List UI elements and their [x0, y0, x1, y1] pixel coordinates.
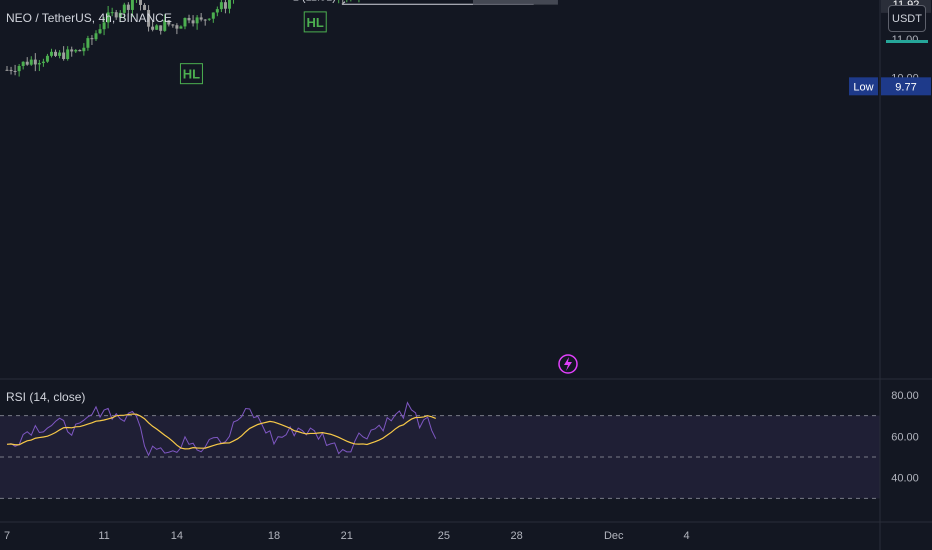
candle-body — [118, 12, 122, 18]
candle-body — [86, 38, 90, 48]
candle-body — [126, 4, 130, 10]
candle-body — [183, 18, 187, 27]
time-tick-label: 7 — [4, 530, 10, 542]
candle-body — [33, 59, 37, 65]
candle-body — [37, 63, 41, 65]
candle-body — [41, 61, 45, 64]
rsi-pane — [0, 401, 880, 499]
candle-body — [82, 47, 86, 52]
candle-body — [211, 12, 215, 19]
symbol-title: NEO / TetherUS, 4h, BINANCE — [6, 11, 172, 25]
candle-body — [74, 49, 78, 52]
candle-body — [138, 0, 142, 5]
candle-body — [187, 18, 191, 21]
candle-body — [163, 20, 167, 31]
candle-body — [78, 49, 82, 52]
candle-body — [106, 12, 110, 23]
swing-label-box — [179, 63, 203, 85]
swing-label: HL — [307, 15, 324, 30]
candle-body — [45, 55, 49, 62]
candle-body — [179, 26, 183, 29]
candle-body — [66, 49, 70, 60]
rsi-title: RSI (14, close) — [6, 390, 86, 404]
stop-zone — [472, 0, 558, 5]
candle-body — [227, 0, 231, 9]
candle-body — [21, 61, 25, 66]
rsi-tick-label: 80.00 — [891, 390, 919, 402]
candles — [5, 0, 360, 77]
currency-indicator — [886, 40, 928, 43]
candle-body — [143, 4, 147, 10]
price-tag-name-text: Low — [853, 81, 873, 93]
candle-body — [175, 25, 179, 29]
swing-label: HL — [183, 67, 200, 82]
candle-body — [62, 52, 66, 60]
candle-body — [171, 24, 175, 26]
candle-body — [98, 29, 102, 34]
candle-body — [102, 22, 106, 30]
time-tick-label: Dec — [604, 530, 624, 542]
candle-body — [25, 61, 29, 65]
time-tick-label: 4 — [683, 530, 689, 542]
candle-body — [130, 0, 134, 10]
candle-body — [151, 26, 155, 30]
candle-body — [199, 17, 203, 20]
time-tick-label: 25 — [438, 530, 450, 542]
price-tag-name — [849, 77, 878, 96]
swing-label-box — [303, 11, 327, 33]
candle-body — [223, 2, 227, 9]
candle-body — [167, 20, 171, 25]
candle-body — [147, 9, 151, 27]
candle-body — [155, 25, 159, 30]
currency-button[interactable]: USDT — [888, 5, 926, 32]
candle-body — [207, 18, 211, 20]
candle-body — [29, 59, 33, 65]
long-position-tool[interactable] — [472, 0, 558, 5]
rsi-tick-label: 60.00 — [891, 431, 919, 443]
candle-body — [219, 2, 223, 10]
candle-body — [191, 20, 195, 24]
time-tick-label: 28 — [511, 530, 523, 542]
time-tick-label: 14 — [171, 530, 183, 542]
candle-body — [90, 38, 94, 40]
candle-body — [94, 33, 98, 40]
time-tick-label: 18 — [268, 530, 280, 542]
candle-body — [54, 51, 58, 56]
candle-body — [9, 69, 13, 71]
candle-body — [49, 51, 53, 56]
candle-body — [13, 70, 17, 72]
candle-body — [17, 65, 21, 72]
candle-body — [203, 19, 207, 21]
swing-labels: HHHLHHHLHH — [179, 11, 327, 85]
candle-body — [122, 4, 126, 13]
price-tag-value: 9.77 — [895, 81, 916, 93]
price-tag — [881, 77, 931, 96]
fib-level-label: 1 (11.91) — [293, 0, 336, 3]
candle-body — [215, 9, 219, 13]
lightning-icon[interactable] — [558, 354, 578, 374]
candle-body — [110, 12, 114, 14]
time-tick-label: 11 — [98, 530, 109, 542]
rsi-ma-line — [6, 413, 436, 450]
candle-body — [114, 12, 118, 18]
candle-body — [5, 69, 9, 71]
candle-body — [58, 52, 62, 56]
candle-body — [195, 17, 199, 24]
candle-body — [70, 49, 74, 52]
time-tick-label: 21 — [341, 530, 353, 542]
rsi-tick-label: 40.00 — [891, 473, 919, 485]
candle-body — [159, 25, 163, 31]
